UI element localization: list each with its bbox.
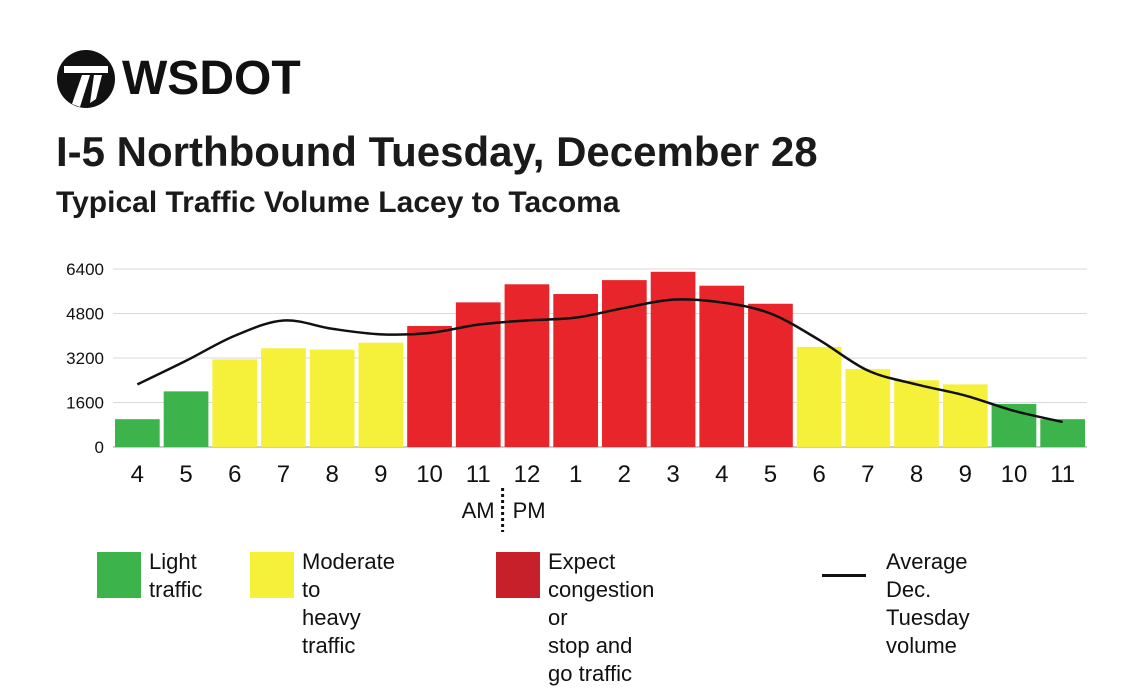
bar — [650, 271, 696, 447]
x-tick-label: 8 — [325, 461, 338, 488]
bar — [163, 391, 209, 447]
bar — [796, 346, 842, 447]
bar — [358, 342, 404, 447]
y-tick-label: 3200 — [66, 349, 104, 368]
x-tick-label: 4 — [131, 461, 144, 488]
x-tick-label: 7 — [277, 461, 290, 488]
legend-line-marker — [822, 574, 866, 577]
legend-label: Expect congestion or stop and go traffic — [548, 549, 655, 686]
average-volume-line — [136, 298, 1063, 424]
x-tick-label: 7 — [861, 461, 874, 488]
x-tick-label: 1 — [569, 461, 582, 488]
bar — [699, 285, 745, 447]
x-tick-label: 11 — [1050, 461, 1075, 488]
legend-label: Moderate to heavy traffic — [302, 549, 395, 658]
bar — [115, 419, 160, 447]
x-tick-label: 5 — [764, 461, 777, 488]
y-tick-label: 6400 — [66, 260, 104, 279]
bar — [894, 380, 939, 447]
x-tick-label: 11 — [466, 461, 491, 488]
x-tick-label: 8 — [910, 461, 923, 488]
x-tick-label: 9 — [374, 461, 387, 488]
legend-swatch — [496, 552, 540, 598]
x-tick-label: 5 — [179, 461, 192, 488]
bar — [407, 326, 452, 447]
chart-subtitle: Typical Traffic Volume Lacey to Tacoma — [56, 186, 620, 219]
x-tick-label: 10 — [416, 461, 443, 488]
legend-label: Average Dec. Tuesday volume — [886, 549, 970, 658]
legend-label: Light traffic — [149, 549, 203, 602]
bar — [748, 303, 793, 447]
x-tick-label: 4 — [715, 461, 728, 488]
x-tick-label: 2 — [618, 461, 631, 488]
am-label: AM — [462, 498, 495, 523]
bar — [261, 348, 306, 447]
wsdot-logo: WSDOT — [56, 44, 356, 114]
bar — [309, 349, 355, 447]
y-tick-label: 4800 — [66, 305, 104, 324]
x-tick-label: 6 — [228, 461, 241, 488]
chart-title: I-5 Northbound Tuesday, December 28 — [56, 128, 818, 175]
x-tick-label: 6 — [812, 461, 825, 488]
pm-label: PM — [513, 498, 546, 523]
x-tick-label: 12 — [514, 461, 541, 488]
y-tick-label: 1600 — [66, 394, 104, 413]
bar — [942, 384, 988, 447]
x-tick-label: 3 — [666, 461, 679, 488]
x-tick-label: 10 — [1001, 461, 1028, 488]
bar — [504, 284, 550, 447]
x-tick-label: 9 — [959, 461, 972, 488]
bar — [845, 369, 891, 447]
wsdot-logo-icon — [57, 50, 115, 108]
y-tick-label: 0 — [95, 438, 104, 457]
bar — [212, 359, 258, 447]
bar — [1040, 419, 1085, 447]
wsdot-logo-text: WSDOT — [122, 52, 301, 105]
legend-swatch — [97, 552, 141, 598]
legend-swatch — [250, 552, 294, 598]
